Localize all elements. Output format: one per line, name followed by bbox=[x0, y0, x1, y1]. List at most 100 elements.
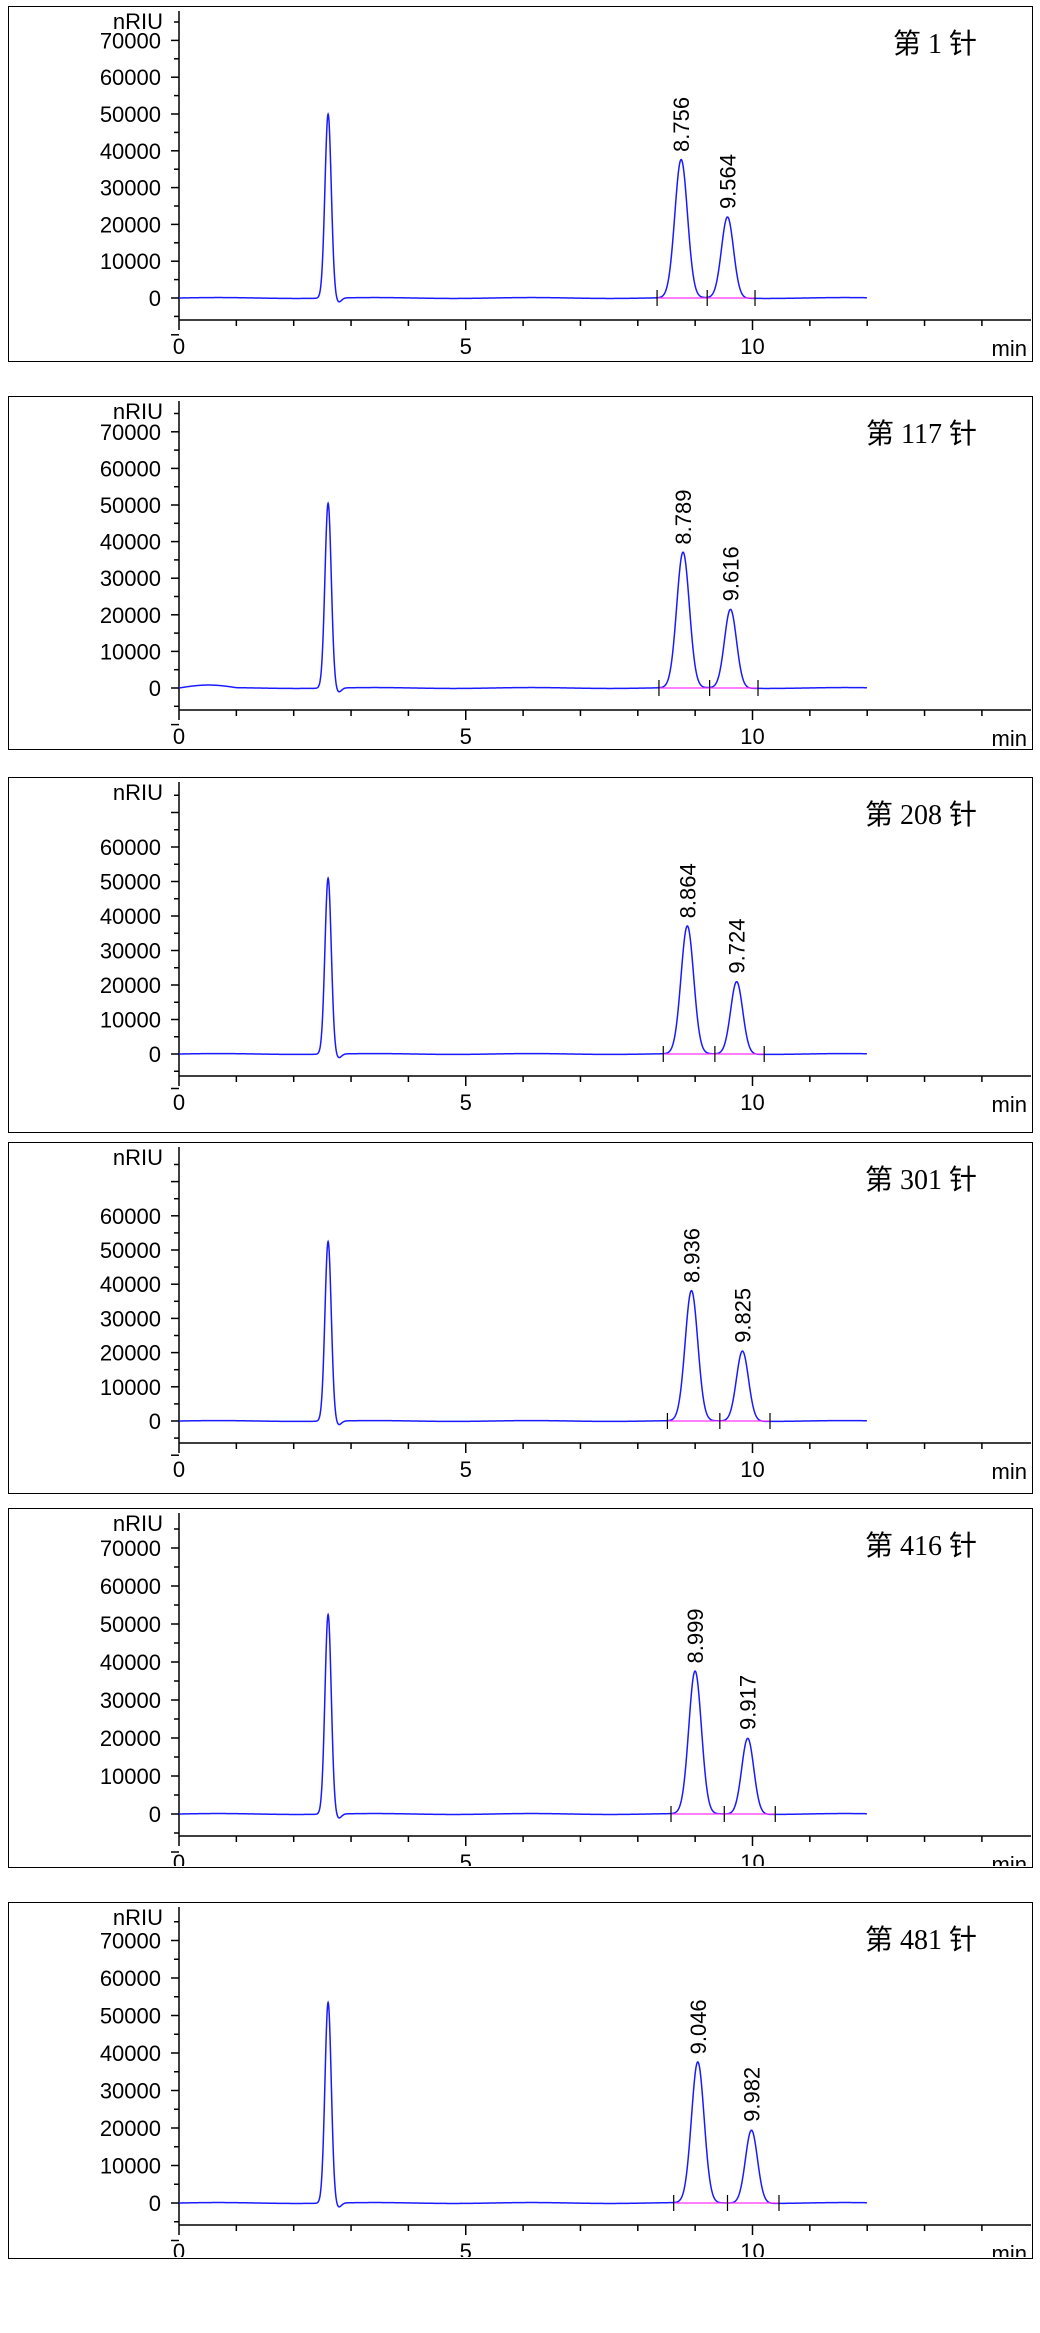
y-tick-label: 0 bbox=[149, 1409, 161, 1434]
peak-retention-label: 9.564 bbox=[715, 154, 740, 209]
y-tick-label: 10000 bbox=[100, 1008, 161, 1033]
y-tick-label: 10000 bbox=[100, 249, 161, 274]
y-tick-label: 20000 bbox=[100, 603, 161, 628]
signal-trace bbox=[179, 876, 867, 1059]
y-tick-label: 0 bbox=[149, 286, 161, 311]
y-axis-label: nRIU bbox=[113, 399, 163, 424]
y-tick-label: 60000 bbox=[100, 835, 161, 860]
peak-retention-label: 9.616 bbox=[718, 546, 743, 601]
chromatogram-svg: 0 10000 20000 30000 40000 50000 60000 nRIU 0 5 10 m… bbox=[100, 780, 1031, 1117]
y-tick-label: 30000 bbox=[100, 1306, 161, 1331]
chromatogram-svg: 0 10000 20000 30000 40000 50000 60000 nRIU 0 5 10 m… bbox=[100, 1145, 1031, 1484]
x-tick-label: 5 bbox=[460, 2239, 472, 2257]
x-tick-label: 0 bbox=[173, 334, 185, 359]
y-tick-label: 50000 bbox=[100, 102, 161, 127]
peak-retention-label: 9.046 bbox=[686, 1999, 711, 2054]
x-tick-label: 10 bbox=[740, 724, 764, 748]
y-tick-label: 40000 bbox=[100, 530, 161, 555]
y-tick-label: 0 bbox=[149, 676, 161, 701]
y-tick-label: 20000 bbox=[100, 1341, 161, 1366]
y-tick-label: 70000 bbox=[100, 420, 161, 445]
y-tick-label: 0 bbox=[149, 1802, 161, 1827]
y-tick-label: 40000 bbox=[100, 139, 161, 164]
x-tick-label: 5 bbox=[460, 1457, 472, 1482]
x-tick-label: 5 bbox=[460, 1850, 472, 1866]
x-tick-label: 10 bbox=[740, 1090, 764, 1115]
x-axis-label: min bbox=[992, 1459, 1027, 1484]
chromatogram-svg: 0 10000 20000 30000 40000 50000 60000 70000nRIU… bbox=[100, 1905, 1031, 2257]
chromatogram-panel: 0 10000 20000 30000 40000 50000 60000 70000 nRIU… bbox=[8, 1508, 1033, 1868]
y-tick-label: 30000 bbox=[100, 566, 161, 591]
injection-title: 第 416 针 bbox=[865, 1530, 977, 1562]
y-tick-label: 20000 bbox=[100, 212, 161, 237]
y-tick-label: 50000 bbox=[100, 870, 161, 895]
x-tick-label: 10 bbox=[740, 1850, 764, 1866]
x-tick-label: 0 bbox=[173, 1850, 185, 1866]
y-tick-label: 70000 bbox=[100, 28, 161, 53]
peak-retention-label: 8.756 bbox=[669, 97, 694, 152]
y-tick-label: 10000 bbox=[100, 1375, 161, 1400]
signal-trace bbox=[178, 2000, 867, 2208]
peak-retention-label: 8.864 bbox=[675, 863, 700, 918]
chromatogram-panel: 0 10000 20000 30000 40000 50000 60000 nRIU 0 5 10 m… bbox=[8, 777, 1033, 1133]
injection-title: 第 208 针 bbox=[865, 799, 977, 831]
signal-trace bbox=[178, 501, 867, 693]
y-tick-label: 30000 bbox=[100, 1688, 161, 1713]
y-tick-label: 60000 bbox=[100, 456, 161, 481]
injection-title: 第 481 针 bbox=[865, 1924, 977, 1956]
y-tick-label: 10000 bbox=[100, 1764, 161, 1789]
signal-trace bbox=[179, 1239, 867, 1426]
y-tick-label: 30000 bbox=[100, 939, 161, 964]
x-tick-label: 5 bbox=[460, 334, 472, 359]
y-axis-label: nRIU bbox=[113, 1145, 163, 1170]
x-axis-label: min bbox=[992, 1852, 1027, 1866]
y-tick-label: 40000 bbox=[100, 1272, 161, 1297]
chromatogram-panel: 0 10000 20000 30000 40000 50000 60000 70000 nRIU… bbox=[8, 396, 1033, 750]
y-tick-label: 50000 bbox=[100, 1612, 161, 1637]
x-tick-label: 5 bbox=[460, 1090, 472, 1115]
y-tick-label: 10000 bbox=[100, 2154, 161, 2179]
x-axis-label: min bbox=[992, 336, 1027, 360]
injection-title: 第 1 针 bbox=[893, 28, 977, 60]
y-tick-label: 70000 bbox=[100, 1536, 161, 1561]
x-tick-label: 10 bbox=[740, 334, 764, 359]
y-tick-label: 50000 bbox=[100, 1238, 161, 1263]
x-tick-label: 10 bbox=[740, 2239, 764, 2257]
y-axis-label: nRIU bbox=[113, 9, 163, 34]
y-tick-label: 0 bbox=[149, 2191, 161, 2216]
chromatogram-svg: 0 10000 20000 30000 40000 50000 60000 70000nRIU… bbox=[100, 399, 1031, 748]
injection-title: 第 301 针 bbox=[865, 1164, 977, 1196]
peak-retention-label: 8.999 bbox=[683, 1608, 708, 1663]
y-axis-label: nRIU bbox=[113, 780, 163, 805]
y-tick-label: 20000 bbox=[100, 1726, 161, 1751]
peak-retention-label: 9.917 bbox=[736, 1675, 761, 1730]
y-tick-label: 60000 bbox=[100, 1966, 161, 1991]
peak-retention-label: 8.936 bbox=[679, 1228, 704, 1283]
x-tick-label: 0 bbox=[173, 724, 185, 748]
y-tick-label: 30000 bbox=[100, 176, 161, 201]
chromatogram-svg: 0 10000 20000 30000 40000 50000 60000 70000nRIU… bbox=[100, 1511, 1031, 1866]
y-tick-label: 70000 bbox=[100, 1929, 161, 1954]
y-tick-label: 50000 bbox=[100, 493, 161, 518]
y-tick-label: 10000 bbox=[100, 639, 161, 664]
y-tick-label: 60000 bbox=[100, 1574, 161, 1599]
y-axis-label: nRIU bbox=[113, 1511, 163, 1536]
x-tick-label: 0 bbox=[173, 1090, 185, 1115]
x-tick-label: 10 bbox=[740, 1457, 764, 1482]
chromatogram-panel: 0 10000 20000 30000 40000 50000 60000 nRIU 0 5 10 m… bbox=[8, 1142, 1033, 1494]
y-tick-label: 40000 bbox=[100, 904, 161, 929]
injection-title: 第 117 针 bbox=[866, 418, 977, 450]
x-axis-label: min bbox=[992, 1092, 1027, 1117]
peak-retention-label: 8.789 bbox=[671, 490, 696, 545]
y-tick-label: 60000 bbox=[100, 65, 161, 90]
x-tick-label: 0 bbox=[173, 2239, 185, 2257]
y-tick-label: 40000 bbox=[100, 1650, 161, 1675]
signal-trace bbox=[178, 112, 867, 303]
peak-retention-label: 9.982 bbox=[739, 2067, 764, 2122]
peak-retention-label: 9.724 bbox=[725, 918, 750, 973]
x-tick-label: 5 bbox=[460, 724, 472, 748]
x-axis-label: min bbox=[992, 2241, 1027, 2257]
y-tick-label: 20000 bbox=[100, 973, 161, 998]
x-axis-label: min bbox=[992, 726, 1027, 748]
